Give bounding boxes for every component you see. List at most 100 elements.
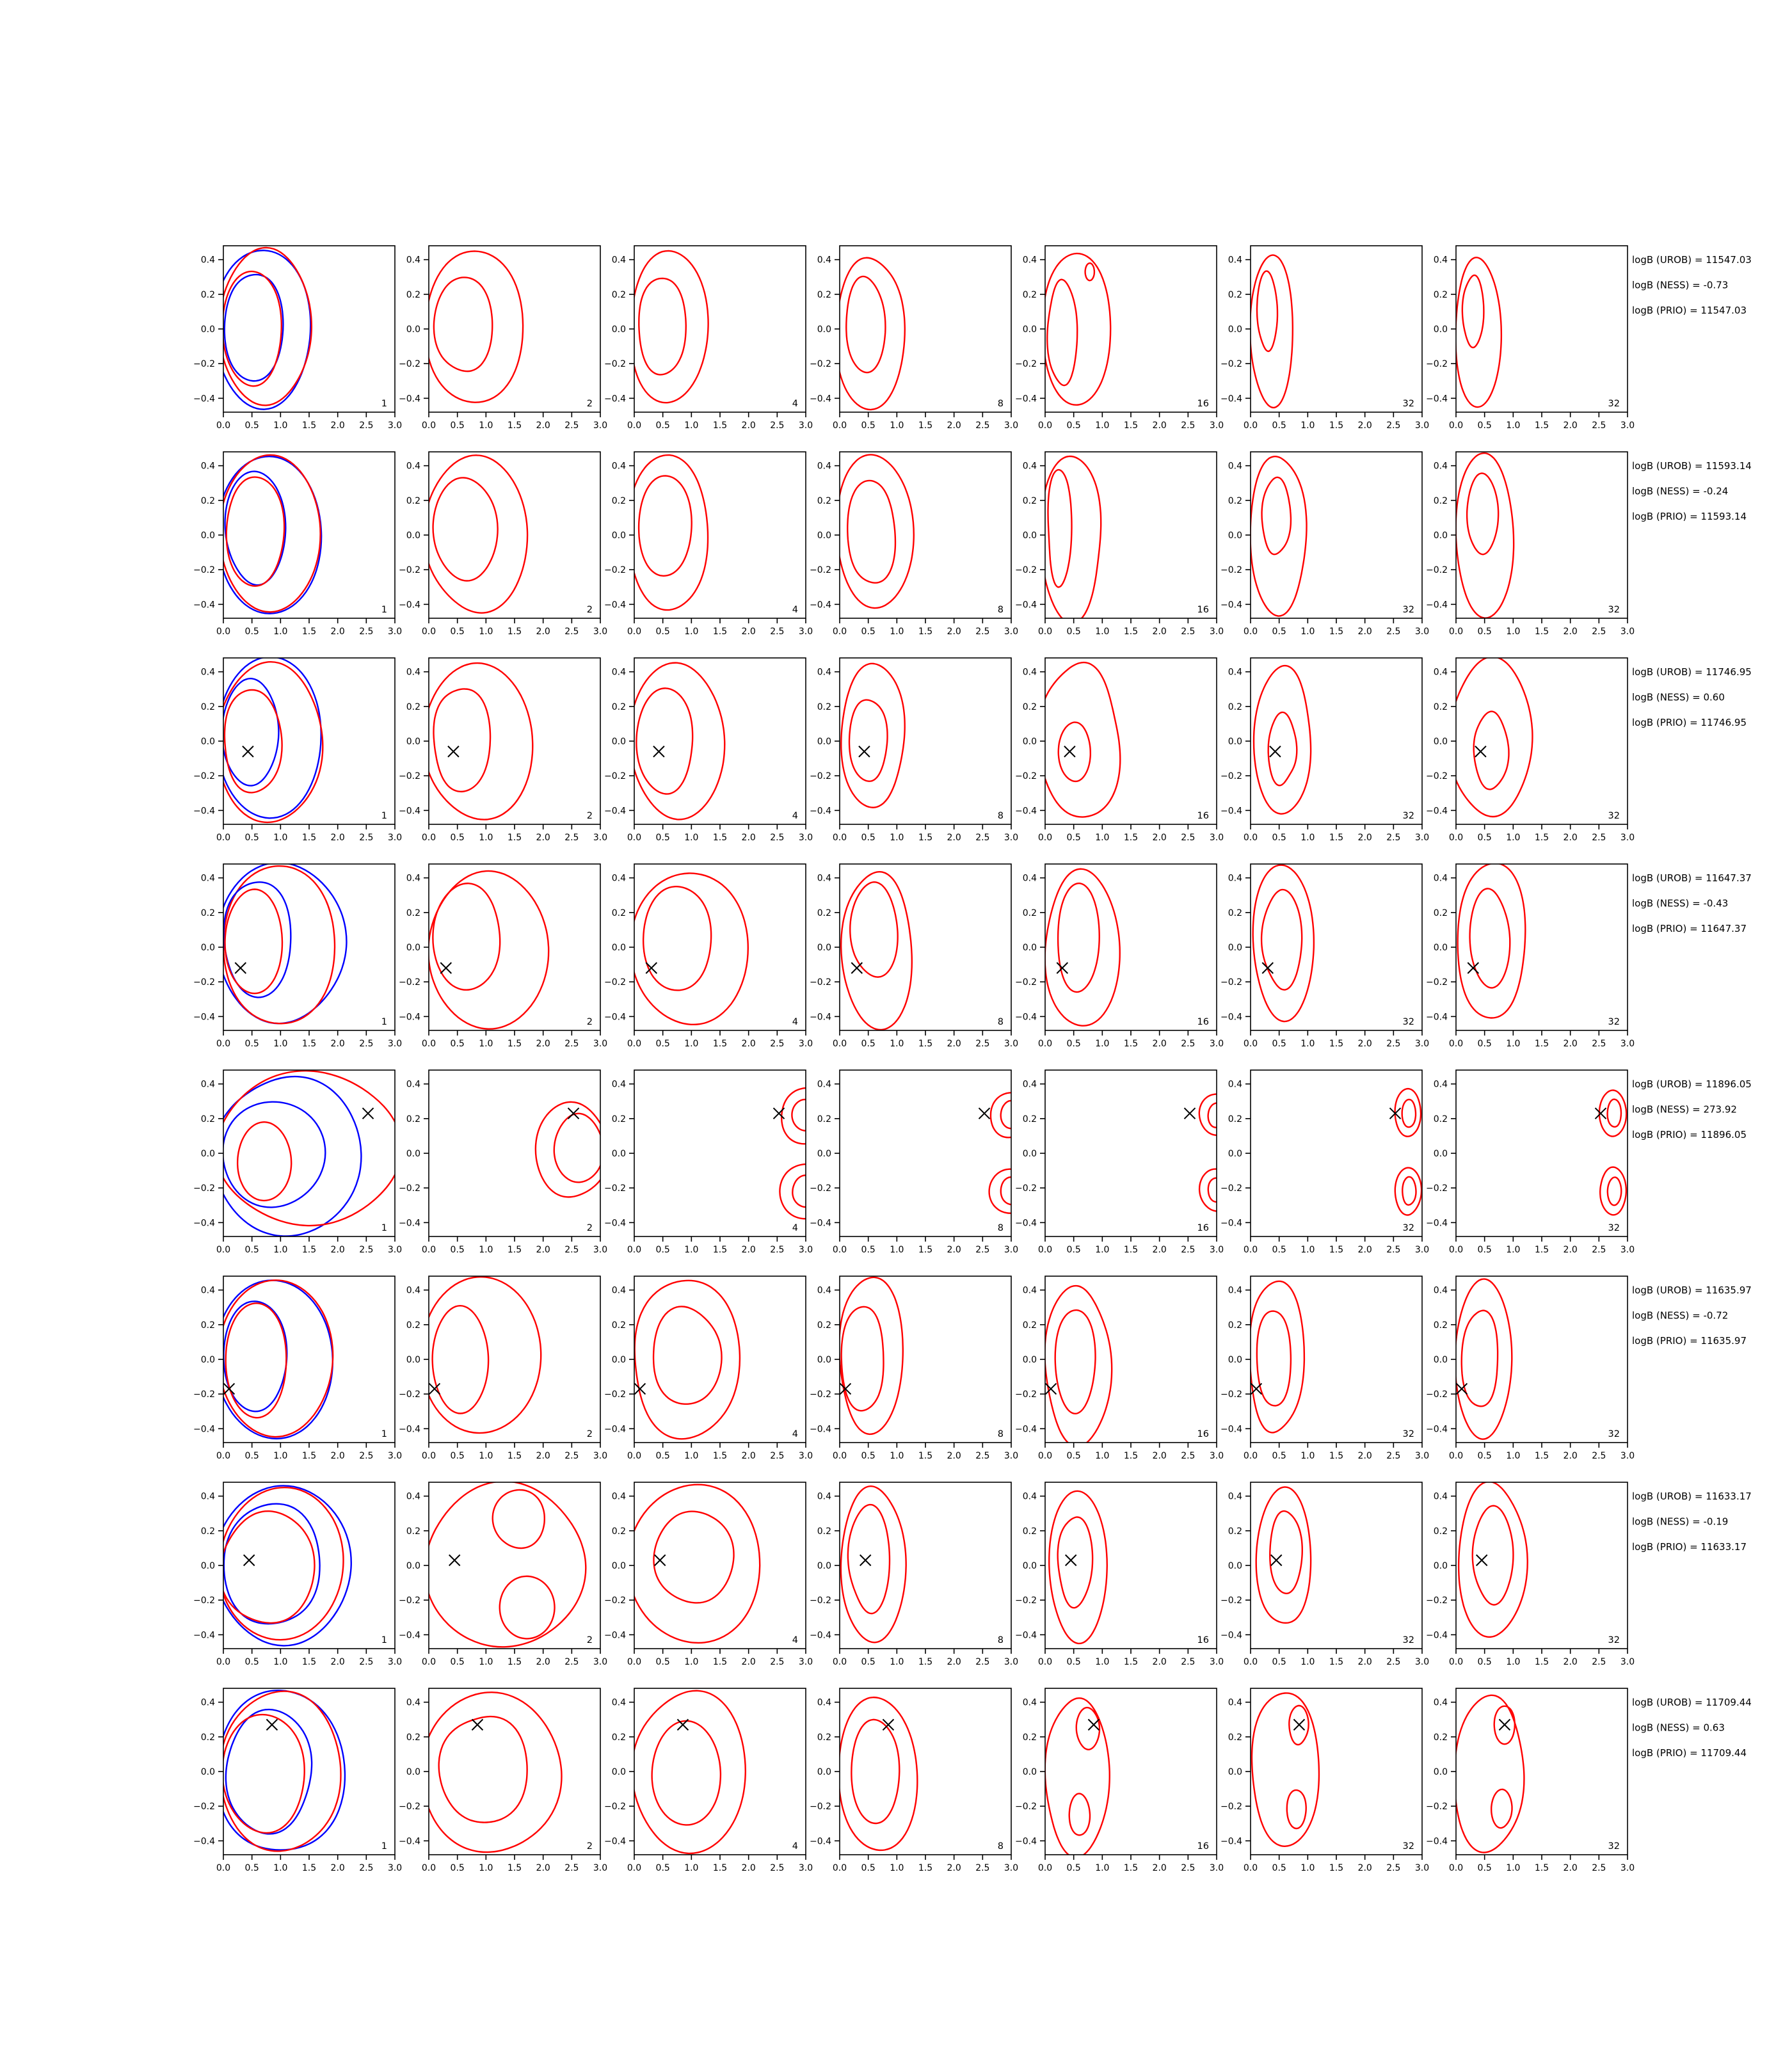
- x-marker: [243, 1554, 255, 1567]
- y-tick-label: −0.2: [399, 359, 420, 369]
- x-tick-label: 2.5: [359, 420, 373, 431]
- y-tick-label: 0.2: [1023, 702, 1037, 712]
- x-tick-label: 3.0: [1004, 1451, 1018, 1461]
- subplot-r5c3: 0.0 0.5 1.0 1.5 2.0 2.5 3.0 0.4 0.2 0.0 −0.2 −0.4 4: [604, 1069, 813, 1255]
- x-tick-label: 0.0: [216, 833, 230, 843]
- contour-red: [840, 1485, 907, 1644]
- axes-box: [1044, 1482, 1217, 1649]
- y-tick-label: 0.4: [1434, 668, 1448, 678]
- x-tick-label: 3.0: [1004, 1863, 1018, 1873]
- x-tick-label: 1.5: [1535, 1245, 1549, 1255]
- x-tick-label: 2.5: [770, 1657, 784, 1667]
- x-tick-label: 2.0: [331, 1451, 345, 1461]
- x-tick-label: 3.0: [1620, 1657, 1635, 1667]
- subplot-r3c7: 0.0 0.5 1.0 1.5 2.0 2.5 3.0 0.4 0.2 0.0 −0.2 −0.4 32: [1426, 657, 1635, 843]
- y-tick-label: 0.0: [1023, 324, 1037, 335]
- y-tick-label: −0.2: [1220, 977, 1242, 988]
- x-tick-label: 2.5: [359, 627, 373, 637]
- x-tick-label: 0.0: [216, 1657, 230, 1667]
- contour-layer: [223, 1279, 334, 1440]
- contour-red: [840, 871, 913, 1030]
- contour-layer: [223, 1485, 352, 1647]
- x-tick-label: 2.5: [975, 420, 989, 431]
- x-tick-label: 1.5: [508, 1657, 522, 1667]
- subplot-r2c7: 0.0 0.5 1.0 1.5 2.0 2.5 3.0 0.4 0.2 0.0 −0.2 −0.4 32: [1426, 451, 1635, 637]
- y-tick-label: −0.2: [193, 1802, 215, 1812]
- panel-count-label: 32: [1608, 1223, 1620, 1233]
- contour-red: [840, 1276, 904, 1436]
- x-tick-label: 2.5: [975, 833, 989, 843]
- x-tick-label: 2.0: [742, 1657, 756, 1667]
- x-tick-label: 2.0: [536, 420, 550, 431]
- x-tick-label: 2.5: [564, 627, 579, 637]
- y-tick-label: 0.4: [201, 668, 215, 678]
- contour-red: [1045, 1284, 1113, 1443]
- y-tick-label: 0.0: [201, 1149, 215, 1159]
- x-tick-label: 1.0: [1095, 627, 1109, 637]
- panel-count-label: 16: [1197, 1429, 1209, 1439]
- x-tick-label: 2.0: [536, 833, 550, 843]
- y-tick-label: −0.2: [399, 771, 420, 781]
- y-tick-label: −0.4: [810, 1218, 831, 1228]
- x-tick-label: 2.0: [331, 627, 345, 637]
- x-tick-label: 0.0: [627, 1657, 641, 1667]
- y-tick-label: 0.4: [201, 1080, 215, 1090]
- subplot-r3c5: 0.0 0.5 1.0 1.5 2.0 2.5 3.0 0.4 0.2 0.0 −0.2 −0.4 16: [1015, 657, 1224, 843]
- x-tick-label: 1.0: [684, 1657, 698, 1667]
- y-tick-label: 0.2: [612, 1320, 626, 1331]
- y-tick-label: −0.4: [193, 394, 215, 404]
- y-tick-label: −0.2: [604, 1183, 626, 1194]
- x-tick-label: 1.0: [1300, 1039, 1315, 1049]
- contour-red: [1401, 1098, 1417, 1128]
- y-tick-label: −0.2: [193, 1183, 215, 1194]
- x-tick-label: 0.5: [656, 1451, 670, 1461]
- panel-count-label: 32: [1403, 811, 1414, 821]
- x-tick-label: 0.0: [1038, 1657, 1052, 1667]
- x-tick-label: 3.0: [388, 1039, 402, 1049]
- contour-layer: [1198, 1093, 1217, 1212]
- y-tick-label: 0.0: [1434, 737, 1448, 747]
- y-tick-label: 0.0: [817, 943, 831, 953]
- subplot-r1c2: 0.0 0.5 1.0 1.5 2.0 2.5 3.0 0.4 0.2 0.0 −0.2 −0.4 2: [399, 245, 607, 431]
- y-tick-label: 0.4: [817, 1080, 831, 1090]
- x-tick-label: 2.0: [331, 420, 345, 431]
- x-marker: [1064, 1554, 1077, 1567]
- x-tick-label: 2.0: [536, 1245, 550, 1255]
- x-tick-label: 0.0: [216, 420, 230, 431]
- x-marker: [772, 1107, 785, 1119]
- x-tick-label: 0.5: [451, 627, 465, 637]
- contour-layer: [634, 250, 709, 404]
- y-tick-label: 0.2: [201, 1320, 215, 1331]
- contour-layer: [1456, 1694, 1525, 1853]
- contour-layer: [1045, 1284, 1113, 1443]
- contour-red: [223, 246, 313, 406]
- x-tick-label: 1.5: [1329, 1039, 1343, 1049]
- subplot-r2c5: 0.0 0.5 1.0 1.5 2.0 2.5 3.0 0.4 0.2 0.0 −0.2 −0.4 16: [1015, 451, 1224, 637]
- axes-box: [634, 657, 806, 825]
- x-tick-label: 1.0: [1506, 627, 1520, 637]
- contour-red: [223, 660, 324, 824]
- x-tick-label: 2.0: [536, 1863, 550, 1873]
- x-tick-label: 0.5: [1478, 420, 1492, 431]
- x-marker: [1498, 1718, 1511, 1731]
- x-tick-label: 3.0: [1620, 1245, 1635, 1255]
- contour-layer: [840, 871, 913, 1030]
- subplot-r8c6: 0.0 0.5 1.0 1.5 2.0 2.5 3.0 0.4 0.2 0.0 −0.2 −0.4 32: [1220, 1688, 1429, 1873]
- x-tick-label: 3.0: [1415, 1863, 1429, 1873]
- x-tick-label: 3.0: [1415, 1657, 1429, 1667]
- y-tick-label: −0.4: [1220, 1424, 1242, 1434]
- subplot-r7c1: 0.0 0.5 1.0 1.5 2.0 2.5 3.0 0.4 0.2 0.0 −0.2 −0.4 1: [193, 1482, 402, 1667]
- y-tick-label: 0.0: [1023, 1561, 1037, 1571]
- panel-count-label: 32: [1403, 399, 1414, 409]
- y-tick-label: −0.2: [810, 1802, 831, 1812]
- y-tick-label: 0.2: [612, 702, 626, 712]
- y-tick-label: 0.4: [817, 1492, 831, 1502]
- x-tick-label: 2.5: [1386, 1863, 1400, 1873]
- contour-red: [429, 870, 550, 1030]
- x-tick-label: 3.0: [1620, 833, 1635, 843]
- x-tick-label: 2.5: [1386, 1039, 1400, 1049]
- x-tick-label: 0.0: [1038, 627, 1052, 637]
- y-tick-label: −0.2: [1015, 1389, 1037, 1400]
- subplot-r3c3: 0.0 0.5 1.0 1.5 2.0 2.5 3.0 0.4 0.2 0.0 −0.2 −0.4 4: [604, 657, 813, 843]
- x-tick-label: 2.0: [1564, 1863, 1578, 1873]
